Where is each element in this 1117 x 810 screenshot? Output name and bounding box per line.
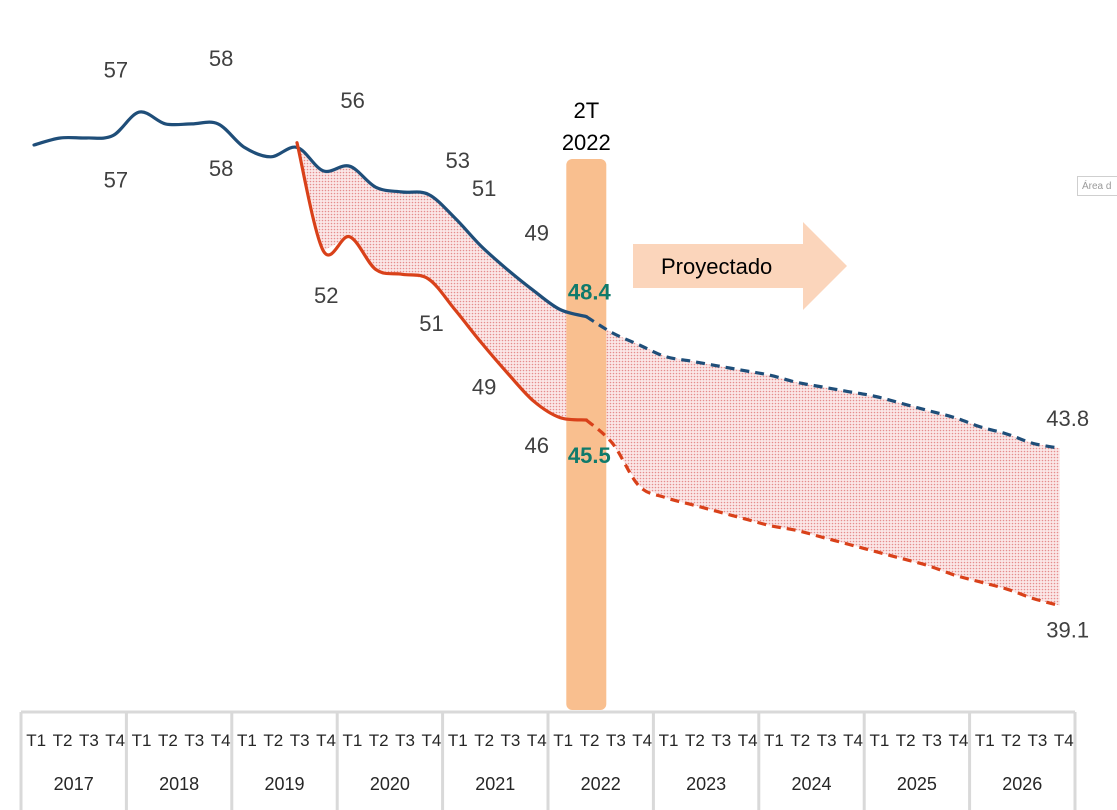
lower-data-label: 49: [472, 374, 496, 399]
x-axis: 2017 T1 T2 T3 T4 2018 T1 T2 T3 T4 2019 T1 T2 T3 T4 2020…: [19, 710, 1077, 810]
year-tick-label: 2019: [264, 774, 304, 794]
quarter-tick-label: T3: [606, 731, 626, 750]
marker-bar-2T-2022: [566, 159, 607, 710]
upper-data-label: 56: [340, 88, 364, 113]
upper-data-label: 58: [209, 46, 233, 71]
upper-series-projection-line: [585, 315, 1060, 450]
quarter-tick-label: T1: [975, 731, 995, 750]
quarter-tick-label: T2: [53, 731, 73, 750]
line-layer: [32, 110, 1061, 608]
quarter-tick-label: T2: [474, 731, 494, 750]
quarter-tick-label: T4: [949, 731, 969, 750]
chart-area-tag: Área d: [1077, 176, 1117, 196]
quarter-tick-label: T4: [843, 731, 863, 750]
lower-series-actual-line: [295, 141, 588, 422]
quarter-tick-label: T2: [369, 731, 389, 750]
year-tick-label: 2025: [897, 774, 937, 794]
year-tick-label: 2021: [475, 774, 515, 794]
lower-data-label: 51: [419, 311, 443, 336]
quarter-tick-label: T4: [316, 731, 336, 750]
year-tick-label: 2023: [686, 774, 726, 794]
quarter-tick-label: T2: [158, 731, 178, 750]
upper-data-label: 53: [446, 148, 470, 173]
year-tick-label: 2024: [791, 774, 831, 794]
upper-end-label: 43.8: [1046, 406, 1089, 431]
quarter-tick-label: T3: [290, 731, 310, 750]
quarter-tick-label: T3: [395, 731, 415, 750]
quarter-tick-label: T1: [553, 731, 573, 750]
year-tick-label: 2022: [581, 774, 621, 794]
marker-layer: 2T 2022: [562, 98, 611, 710]
lower-data-label: 46: [524, 433, 548, 458]
quarter-tick-label: T1: [342, 731, 362, 750]
projection-arrow-layer: Proyectado: [633, 222, 847, 310]
quarter-tick-label: T4: [211, 731, 231, 750]
upper-data-label: 57: [104, 58, 128, 83]
quarter-tick-label: T2: [1001, 731, 1021, 750]
upper-series-actual-line: [32, 110, 588, 319]
quarter-tick-label: T3: [711, 731, 731, 750]
quarter-tick-label: T4: [1054, 731, 1074, 750]
quarter-tick-label: T4: [632, 731, 652, 750]
quarter-tick-label: T4: [738, 731, 758, 750]
quarter-tick-label: T3: [501, 731, 521, 750]
quarter-tick-label: T2: [263, 731, 283, 750]
quarter-tick-label: T3: [184, 731, 204, 750]
quarter-tick-label: T1: [237, 731, 257, 750]
quarter-tick-label: T2: [685, 731, 705, 750]
quarter-tick-label: T1: [448, 731, 468, 750]
quarter-tick-label: T1: [764, 731, 784, 750]
quarter-tick-label: T2: [896, 731, 916, 750]
quarter-tick-label: T3: [79, 731, 99, 750]
quarter-tick-label: T1: [132, 731, 152, 750]
quarter-tick-label: T4: [527, 731, 547, 750]
lower-series-projection-line: [585, 418, 1061, 608]
projection-arrow: [633, 222, 847, 310]
projection-label: Proyectado: [661, 254, 772, 279]
quarter-tick-label: T2: [580, 731, 600, 750]
band-layer: [297, 142, 1060, 606]
year-tick-label: 2017: [54, 774, 94, 794]
quarter-tick-label: T4: [105, 731, 125, 750]
lower-data-label: 57: [104, 168, 128, 193]
quarter-tick-label: T3: [817, 731, 837, 750]
lower-data-label: 58: [209, 156, 233, 181]
year-tick-label: 2020: [370, 774, 410, 794]
upper-data-label: 51: [472, 176, 496, 201]
quarter-tick-label: T4: [422, 731, 442, 750]
lower-highlight-label: 45.5: [568, 443, 611, 468]
year-tick-label: 2018: [159, 774, 199, 794]
marker-label-year: 2022: [562, 130, 611, 155]
marker-label-quarter: 2T: [573, 98, 599, 123]
band-between-series: [297, 142, 1060, 606]
quarter-tick-label: T3: [1028, 731, 1048, 750]
quarter-tick-label: T1: [659, 731, 679, 750]
lower-end-label: 39.1: [1046, 618, 1089, 643]
upper-highlight-label: 48.4: [568, 280, 612, 305]
quarter-tick-label: T3: [922, 731, 942, 750]
upper-data-label: 49: [524, 221, 548, 246]
year-tick-label: 2026: [1002, 774, 1042, 794]
lower-data-label: 52: [314, 283, 338, 308]
quarter-tick-label: T1: [869, 731, 889, 750]
quarter-tick-label: T1: [26, 731, 46, 750]
quarter-tick-label: T2: [790, 731, 810, 750]
